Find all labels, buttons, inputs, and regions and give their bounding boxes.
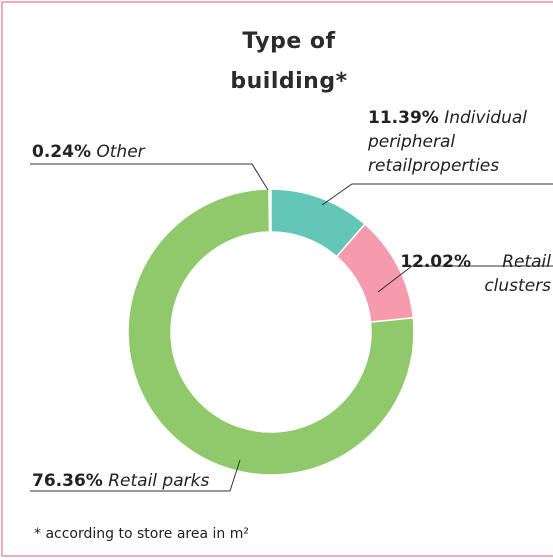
- value-label: 12.02%: [400, 252, 471, 272]
- category-label: Other: [96, 142, 145, 162]
- slice-label: 76.36% Retail parks: [32, 469, 209, 493]
- value-label: 0.24%: [32, 142, 91, 162]
- value-label: 11.39%: [368, 108, 439, 128]
- value-label: 76.36%: [32, 471, 103, 491]
- slice-label: 12.02% Retail clusters: [400, 250, 551, 298]
- donut-slice: [270, 188, 366, 258]
- footnote: * according to store area in m²: [34, 526, 249, 542]
- leader-line: [321, 183, 553, 206]
- slice-label: 11.39% Individual peripheral retailprope…: [368, 106, 548, 178]
- leader-line: [30, 459, 241, 492]
- leader-line: [30, 163, 269, 191]
- slice-label: 0.24% Other: [32, 140, 145, 164]
- category-label: Retail parks: [108, 471, 210, 491]
- category-label: Retail clusters: [484, 252, 551, 296]
- chart-title: Type of building*: [230, 29, 348, 94]
- category-label: Individual peripheral retailproperties: [368, 108, 528, 176]
- donut-slice: [127, 188, 415, 476]
- donut-slice: [335, 223, 415, 323]
- leader-line: [377, 265, 553, 293]
